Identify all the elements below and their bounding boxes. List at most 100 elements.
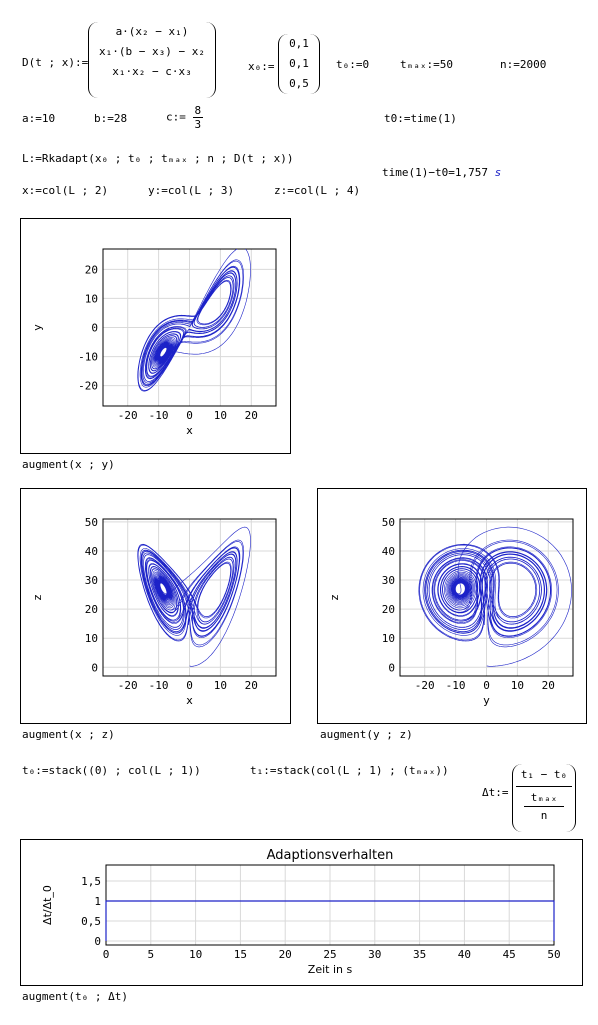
- y-tick-label: 30: [382, 574, 395, 587]
- x-tick-label: 20: [245, 679, 258, 692]
- y-tick-label: -10: [78, 351, 98, 364]
- x-tick-label: 35: [413, 948, 426, 961]
- x-axis-label: y: [483, 694, 490, 707]
- y-tick-label: 1,5: [81, 875, 101, 888]
- c-numerator: 8: [192, 104, 204, 118]
- x-tick-label: -20: [415, 679, 435, 692]
- dt-den-numerator: tₘₐₓ: [524, 790, 564, 807]
- t0-definition: t₀:=0: [336, 58, 370, 71]
- time-result: time(1)−t0=1,757 s: [382, 166, 501, 179]
- t0-time-definition: t0:=time(1): [384, 112, 457, 125]
- x-tick-label: 15: [234, 948, 247, 961]
- x-tick-label: -10: [149, 409, 169, 422]
- x-tick-label: 20: [245, 409, 258, 422]
- x-tick-label: 10: [511, 679, 524, 692]
- x-axis-label: x: [186, 424, 193, 437]
- x-tick-label: 10: [189, 948, 202, 961]
- tmax-definition: tₘₐₓ:=50: [400, 58, 453, 71]
- y-axis-label: y: [31, 324, 44, 331]
- dt-den-denominator: n: [540, 809, 548, 822]
- y-tick-label: 0,5: [81, 915, 101, 928]
- c-fraction: 8 3: [192, 104, 204, 131]
- y-tick-label: 10: [85, 632, 98, 645]
- x0-val-3: 0,5: [289, 77, 309, 90]
- y-axis-label: Δt/Δt_0: [41, 885, 54, 925]
- plot-dt-region[interactable]: 0 5 10 15 20 25 30 35 40 45 50 0 0,5 1 1,5 Zeit in s Δt/…: [20, 839, 583, 986]
- x-tick-label: 20: [542, 679, 555, 692]
- y-tick-label: 1: [94, 895, 101, 908]
- D-row-3: x₁·x₂ − c·x₃: [112, 65, 192, 78]
- series-line-dt: [105, 900, 555, 941]
- t1-stack-definition: t₁:=stack(col(L ; 1) ; (tₘₐₓ)): [250, 764, 449, 777]
- y-tick-label: 0: [91, 322, 98, 335]
- y-tick-label: 10: [85, 292, 98, 305]
- x-tick-label: 0: [186, 679, 193, 692]
- y-tick-label: 30: [85, 574, 98, 587]
- D-row-2: x₁·(b − x₃) − x₂: [99, 45, 205, 58]
- plot-yz-region[interactable]: -20 -10 0 10 20 0 10 20 30 40 50 y z: [317, 488, 587, 724]
- x-tick-label: -10: [149, 679, 169, 692]
- y-tick-label: 0: [91, 661, 98, 674]
- x-tick-label: 10: [214, 409, 227, 422]
- caption-xy: augment(x ; y): [22, 458, 115, 471]
- x-tick-label: 45: [503, 948, 516, 961]
- y-tick-label: 20: [85, 603, 98, 616]
- D-function-matrix: a·(x₂ − x₁) x₁·(b − x₃) − x₂ x₁·x₂ − c·x…: [88, 22, 216, 98]
- x-tick-label: 20: [279, 948, 292, 961]
- y-tick-label: 0: [388, 661, 395, 674]
- y-tick-label: 40: [85, 545, 98, 558]
- dt-fraction: t₁ − t₀ tₘₐₓ n: [512, 764, 576, 832]
- x-column-definition: x:=col(L ; 2): [22, 184, 109, 197]
- x-tick-label: 0: [483, 679, 490, 692]
- c-denominator: 3: [194, 118, 202, 131]
- series-line-trajectory: [137, 249, 251, 392]
- plot-frame: [102, 248, 277, 407]
- t0-stack-definition: t₀:=stack((0) ; col(L ; 1)): [22, 764, 201, 777]
- plot-xz: -20 -10 0 10 20 0 10 20 30 40 50 x z: [31, 516, 277, 707]
- x-tick-label: 25: [323, 948, 336, 961]
- x-tick-label: 30: [368, 948, 381, 961]
- dt-lhs: Δt:=: [482, 786, 509, 799]
- c-definition: c:= 8 3: [166, 104, 204, 131]
- y-tick-label: 10: [382, 632, 395, 645]
- caption-dt: augment(t₀ ; Δt): [22, 990, 128, 1003]
- n-definition: n:=2000: [500, 58, 547, 71]
- y-axis-label: z: [31, 594, 44, 600]
- y-column-definition: y:=col(L ; 3): [148, 184, 235, 197]
- x-axis-label: Zeit in s: [308, 963, 353, 976]
- plot-dt: 0 5 10 15 20 25 30 35 40 45 50 0 0,5 1 1,5 Zeit in s Δt/…: [41, 848, 561, 976]
- x-axis-label: x: [186, 694, 193, 707]
- plot-xy: -20 -10 0 10 20 -20 -10 0 10 20 x y: [31, 248, 277, 437]
- plot-xz-region[interactable]: -20 -10 0 10 20 0 10 20 30 40 50 x z: [20, 488, 291, 724]
- x-tick-label: 50: [547, 948, 560, 961]
- x-tick-label: 0: [103, 948, 110, 961]
- time-result-value: time(1)−t0=1,757: [382, 166, 488, 179]
- z-column-definition: z:=col(L ; 4): [274, 184, 361, 197]
- y-tick-label: 40: [382, 545, 395, 558]
- x-tick-label: -20: [118, 679, 138, 692]
- a-definition: a:=10: [22, 112, 56, 125]
- x-tick-label: 10: [214, 679, 227, 692]
- x-tick-label: 0: [186, 409, 193, 422]
- x-tick-label: 5: [147, 948, 154, 961]
- y-tick-label: 50: [382, 516, 395, 529]
- y-tick-label: 20: [382, 603, 395, 616]
- y-axis-label: z: [328, 594, 341, 600]
- x0-val-2: 0,1: [289, 57, 309, 70]
- x0-val-1: 0,1: [289, 37, 309, 50]
- D-function-lhs: D(t ; x):=: [22, 56, 89, 69]
- caption-yz: augment(y ; z): [320, 728, 413, 741]
- caption-xz: augment(x ; z): [22, 728, 115, 741]
- plot-xy-region[interactable]: -20 -10 0 10 20 -20 -10 0 10 20 x y: [20, 218, 291, 454]
- plot-frame: [102, 518, 277, 677]
- plot-frame: [399, 518, 574, 677]
- x0-lhs: x₀:=: [248, 60, 275, 73]
- c-lhs: c:=: [166, 110, 186, 124]
- b-definition: b:=28: [94, 112, 128, 125]
- y-tick-label: 50: [85, 516, 98, 529]
- D-row-1: a·(x₂ − x₁): [115, 25, 189, 38]
- x-tick-label: -20: [118, 409, 138, 422]
- x-tick-label: 40: [458, 948, 471, 961]
- y-tick-label: 0: [94, 935, 101, 948]
- time-result-unit: s: [494, 166, 502, 179]
